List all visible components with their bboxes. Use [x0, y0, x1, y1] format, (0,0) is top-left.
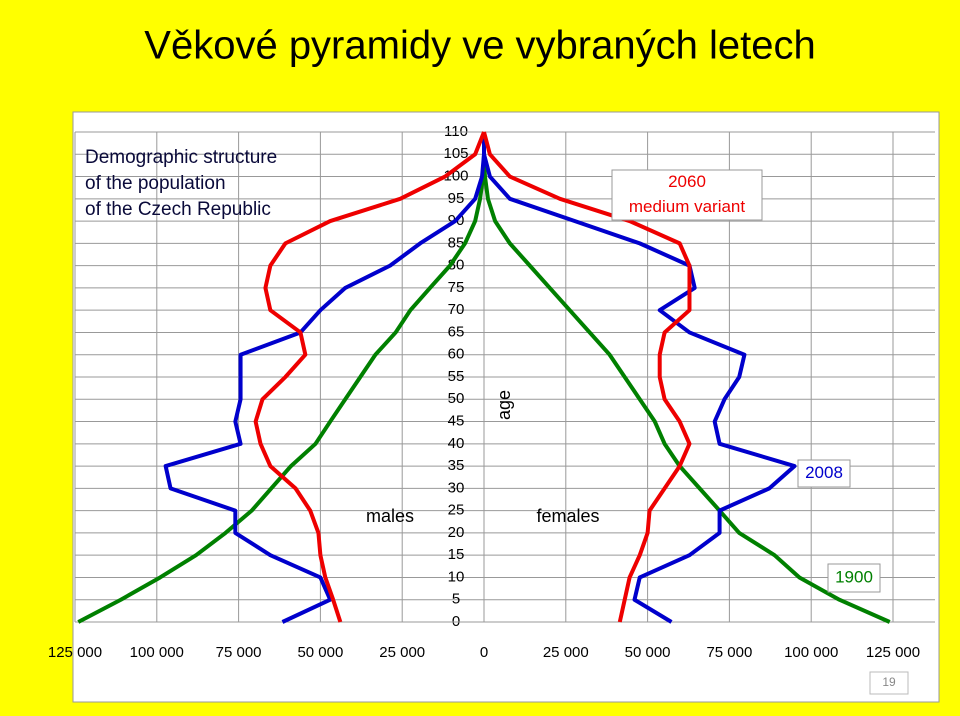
- y-tick-label: 25: [448, 502, 465, 519]
- slide-title: Věkové pyramidy ve vybraných letech: [144, 24, 815, 68]
- series-label-box: [827, 563, 881, 593]
- y-tick-label: 15: [448, 546, 465, 563]
- description-line: of the population: [85, 173, 226, 194]
- females-label: females: [536, 506, 599, 526]
- series-label: medium variant: [629, 197, 745, 216]
- male-line: [163, 132, 486, 624]
- x-tick-label: 125 000: [48, 644, 102, 661]
- female-line: [482, 132, 797, 624]
- y-tick-label: 45: [448, 413, 465, 430]
- description-line: Demographic structure: [85, 147, 277, 168]
- female-line: [482, 132, 891, 624]
- x-tick-label: 50 000: [297, 644, 343, 661]
- y-tick-label: 110: [444, 123, 468, 140]
- y-tick-label: 20: [448, 524, 465, 541]
- series-label-box: [611, 169, 763, 221]
- y-tick-label: 65: [448, 323, 465, 340]
- chart-panel: [72, 111, 940, 703]
- x-tick-label: 25 000: [543, 644, 589, 661]
- y-tick-label: 30: [448, 479, 465, 496]
- page-number-box: [869, 671, 909, 695]
- y-tick-label: 50: [448, 390, 465, 407]
- series-label-box: [797, 459, 851, 488]
- y-tick-label: 5: [452, 591, 460, 608]
- y-tick-label: 95: [448, 190, 465, 207]
- series-label: 1900: [835, 567, 873, 586]
- y-tick-label: 70: [448, 301, 465, 318]
- y-tick-label: 0: [452, 613, 460, 630]
- males-label: males: [366, 506, 414, 526]
- y-tick-label: 35: [448, 457, 465, 474]
- y-tick-label: 40: [448, 435, 465, 452]
- x-tick-label: 125 000: [866, 644, 920, 661]
- description-line: of the Czech Republic: [85, 199, 271, 220]
- y-tick-label: 60: [448, 346, 465, 363]
- male-line: [77, 132, 486, 624]
- y-tick-label: 105: [443, 145, 468, 162]
- x-tick-label: 0: [480, 644, 488, 661]
- age-label: age: [494, 390, 514, 420]
- x-tick-label: 75 000: [216, 644, 262, 661]
- y-tick-label: 75: [448, 279, 465, 296]
- x-tick-label: 25 000: [379, 644, 425, 661]
- female-line: [482, 131, 692, 623]
- x-tick-label: 100 000: [130, 644, 184, 661]
- x-tick-label: 75 000: [706, 644, 752, 661]
- series-label: 2008: [805, 463, 843, 482]
- male-line: [253, 131, 486, 623]
- y-tick-label: 10: [448, 568, 465, 585]
- series-label: 2060: [668, 172, 706, 191]
- x-tick-label: 100 000: [784, 644, 838, 661]
- page-number: 19: [882, 675, 896, 689]
- x-tick-label: 50 000: [625, 644, 671, 661]
- y-tick-label: 55: [448, 368, 465, 385]
